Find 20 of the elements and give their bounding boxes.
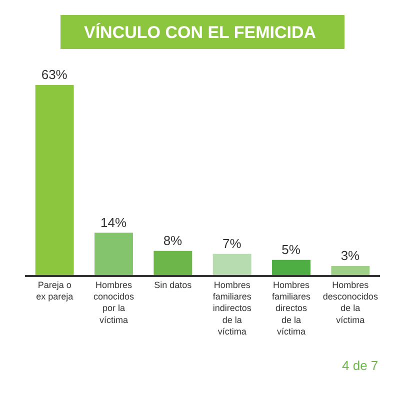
data-label: 8% xyxy=(163,232,183,248)
bar xyxy=(94,232,133,275)
x-tick-label: Hombres desconocidos de la víctima xyxy=(322,280,378,325)
bar xyxy=(212,254,252,275)
text: 4 de 7 xyxy=(342,358,378,373)
data-label: 5% xyxy=(282,242,301,257)
bar xyxy=(272,260,310,275)
data-label: 7% xyxy=(222,236,242,251)
data-label: 3% xyxy=(340,248,360,263)
bar xyxy=(331,266,370,275)
bar xyxy=(35,85,74,275)
data-label: 14% xyxy=(100,214,127,230)
data-label: 63% xyxy=(41,67,68,82)
bar xyxy=(154,250,192,275)
x-tick-label: Hombres familiares directos de la víctima xyxy=(272,280,311,337)
x-tick-label: Pareja o ex pareja xyxy=(36,280,74,302)
x-tick-label: Hombres conocidos por la víctima xyxy=(93,280,135,325)
x-tick-label: Sin datos xyxy=(154,280,192,290)
x-tick-label: Hombres familiares indirectos de la víctima xyxy=(212,280,252,337)
chart-title: VÍNCULO CON EL FEMICIDA xyxy=(84,22,316,42)
